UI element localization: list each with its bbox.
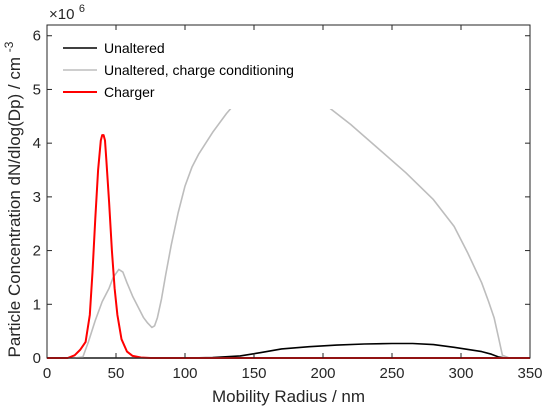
plot-frame xyxy=(46,24,531,359)
y-axis-multiplier: ×10 6 xyxy=(49,3,85,23)
x-tick-label: 0 xyxy=(43,365,51,382)
y-tick-label: 0 xyxy=(33,350,41,367)
y-tick-label: 5 xyxy=(33,81,41,98)
x-tick-label: 100 xyxy=(172,365,197,382)
x-tick-label: 150 xyxy=(241,365,266,382)
x-tick-label: 350 xyxy=(517,365,542,382)
y-axis: 0 1 2 3 4 5 6 xyxy=(33,28,530,367)
y-axis-title-exponent: -3 xyxy=(2,41,16,52)
legend-items: Unaltered Unaltered, charge conditioning C… xyxy=(63,40,294,100)
series-line-2 xyxy=(47,79,530,359)
multiplier-base: ×10 xyxy=(49,6,74,23)
x-tick-label: 50 xyxy=(108,365,125,382)
y-tick-label: 2 xyxy=(33,243,41,260)
y-tick-label: 4 xyxy=(33,135,41,152)
series-line-1 xyxy=(47,342,530,359)
series-layer xyxy=(47,79,530,359)
x-axis-title: Mobility Radius / nm xyxy=(212,387,365,406)
x-tick-label: 300 xyxy=(448,365,473,382)
y-axis-title-main: Particle Concentration dN/dlog(Dp) / cm xyxy=(5,57,24,357)
x-tick-label: 250 xyxy=(379,365,404,382)
legend-label-2: Unaltered, charge conditioning xyxy=(104,62,294,78)
y-axis-title: Particle Concentration dN/dlog(Dp) / cm … xyxy=(2,41,24,357)
legend-label-3: Charger xyxy=(104,84,155,100)
x-tick-label: 200 xyxy=(310,365,335,382)
multiplier-exponent: 6 xyxy=(79,3,85,15)
y-tick-label: 3 xyxy=(33,189,41,206)
legend-label-1: Unaltered xyxy=(104,40,165,56)
y-tick-label: 1 xyxy=(33,296,41,313)
y-tick-label: 6 xyxy=(33,28,41,45)
x-axis: 0 50 100 150 200 250 300 350 xyxy=(43,25,543,382)
legend xyxy=(55,35,347,109)
series-line-3 xyxy=(47,134,530,359)
